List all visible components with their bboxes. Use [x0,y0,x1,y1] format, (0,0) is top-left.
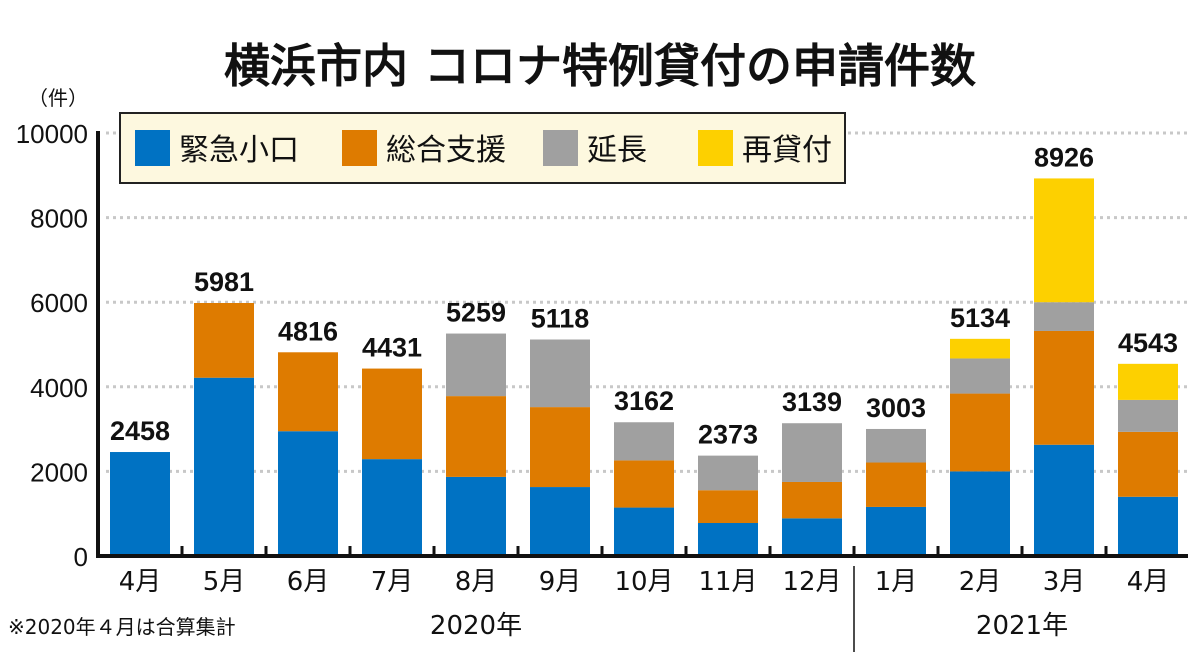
bars: 2458 5981 4816 4431 5259 5118 3162 2373 3139 3003… [110,142,1178,556]
x-tick-label: 11月 [698,567,757,597]
y-tick-label: 8000 [30,204,88,234]
bar-segment-緊急小口 [782,518,842,556]
y-axis-unit-label: （件） [28,86,88,110]
bar-segment-総合支援 [446,396,506,477]
y-tick-label: 10000 [16,119,88,149]
total-data-label: 4543 [1118,328,1178,358]
bar-segment-総合支援 [530,407,590,488]
x-tick-label: 8月 [455,567,498,597]
bar-segment-延長 [446,333,506,397]
x-tick-label: 2月 [959,567,1002,597]
total-data-label: 5259 [446,298,506,328]
bar-segment-延長 [614,422,674,461]
year-group-label: 2021年 [976,611,1068,641]
y-tick-label: 0 [74,542,88,572]
bar-segment-総合支援 [194,303,254,378]
legend-label: 緊急小口 [179,133,299,168]
y-tick-label: 6000 [30,288,88,318]
bar-segment-延長 [530,339,590,408]
footnote: ※2020年４月は合算集計 [8,615,236,639]
bar-segment-再貸付 [950,338,1010,359]
total-data-label: 3139 [782,387,842,417]
legend-swatch [135,130,170,166]
total-data-label: 4431 [362,333,422,363]
chart-title: 横浜市内 コロナ特例貸付の申請件数 [224,39,976,93]
x-tick-label: 5月 [203,567,246,597]
legend-label: 延長 [587,133,647,168]
axes: 0 2000 4000 6000 8000 10000 4月 5月 6月 7月 8月 9月 10月 11月… [16,119,1188,652]
bar-segment-緊急小口 [614,507,674,556]
bar-segment-延長 [1034,302,1094,331]
bar-segment-緊急小口 [446,476,506,556]
bar-segment-緊急小口 [866,506,926,556]
bar-segment-延長 [698,455,758,491]
x-tick-label: 4月 [119,567,162,597]
bar-segment-総合支援 [782,481,842,519]
bar-segment-緊急小口 [194,377,254,556]
x-tick-label: 12月 [782,567,841,597]
total-data-label: 5118 [531,304,590,334]
y-tick-label: 2000 [30,457,88,487]
x-tick-label: 1月 [875,567,918,597]
bar-segment-総合支援 [1118,431,1178,497]
total-data-label: 2373 [698,420,758,450]
bar-segment-総合支援 [1034,330,1094,445]
x-tick-label: 4月 [1127,567,1170,597]
total-data-label: 4816 [278,316,338,346]
total-data-label: 5134 [950,303,1010,333]
total-data-label: 2458 [110,416,170,446]
bar-segment-総合支援 [614,460,674,508]
bar-segment-緊急小口 [530,487,590,556]
bar-segment-総合支援 [698,490,758,524]
bar-segment-再貸付 [1118,363,1178,400]
legend-swatch [543,130,578,166]
total-data-label: 3162 [614,386,674,416]
legend-label: 総合支援 [386,133,506,168]
total-data-label: 8926 [1034,142,1094,172]
bar-segment-総合支援 [950,393,1010,472]
y-tick-label: 4000 [30,373,88,403]
bar-segment-緊急小口 [950,471,1010,556]
bar-segment-緊急小口 [110,452,170,556]
x-tick-label: 6月 [287,567,330,597]
bar-segment-延長 [1118,399,1178,432]
legend-label: 再貸付 [742,133,832,168]
bar-segment-延長 [866,428,926,463]
bar-segment-緊急小口 [278,431,338,556]
bar-segment-緊急小口 [362,459,422,556]
bar-segment-緊急小口 [698,523,758,556]
bar-segment-総合支援 [362,368,422,460]
year-group-label: 2020年 [430,611,522,641]
bar-segment-再貸付 [1034,178,1094,303]
x-tick-label: 7月 [371,567,414,597]
bar-segment-総合支援 [866,462,926,507]
x-tick-label: 3月 [1043,567,1086,597]
bar-segment-延長 [950,358,1010,394]
x-tick-label: 10月 [614,567,673,597]
bar-segment-緊急小口 [1034,444,1094,556]
legend-swatch [698,130,733,166]
legend-swatch [342,130,377,166]
bar-segment-延長 [782,423,842,482]
x-tick-label: 9月 [539,567,582,597]
total-data-label: 5981 [194,267,254,297]
total-data-label: 3003 [866,393,926,423]
bar-segment-総合支援 [278,352,338,432]
legend: 緊急小口 総合支援 延長 再貸付 [119,112,846,184]
bar-segment-緊急小口 [1118,496,1178,556]
